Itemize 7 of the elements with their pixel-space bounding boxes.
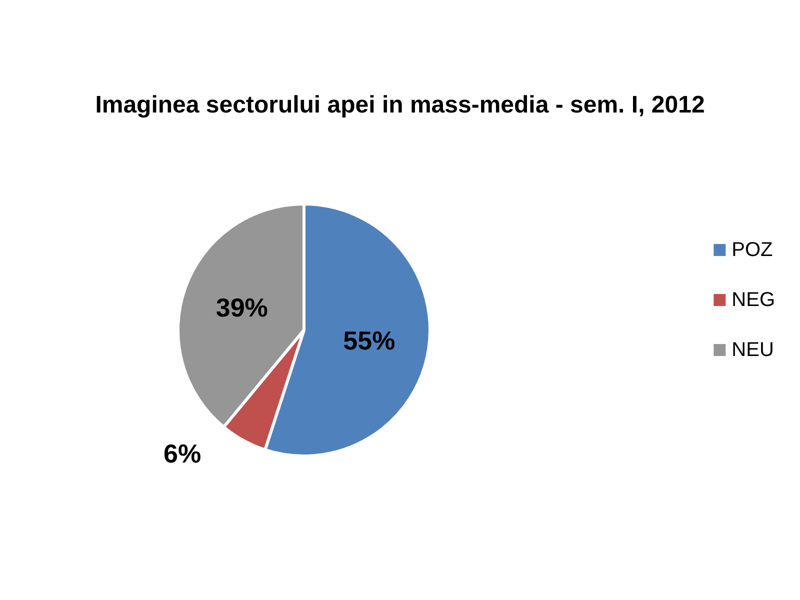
legend-label: NEU (732, 339, 774, 361)
data-label: 55% (343, 325, 396, 356)
legend-label: POZ (732, 239, 773, 261)
data-label: 39% (216, 292, 268, 323)
data-label: 6% (163, 438, 202, 469)
legend-label: NEG (732, 289, 776, 311)
chart-title: Imaginea sectorului apei in mass-media - sem. I, 2012 (95, 92, 705, 118)
